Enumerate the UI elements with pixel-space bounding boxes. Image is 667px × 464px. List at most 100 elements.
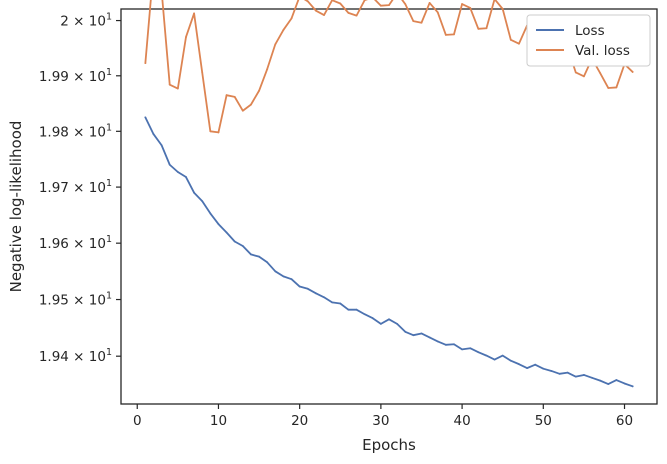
- data-point: [152, 133, 155, 135]
- data-point: [615, 86, 618, 89]
- data-point: [388, 4, 390, 7]
- data-point: [583, 374, 585, 376]
- data-point: [193, 12, 195, 15]
- x-tick-label: 60: [616, 413, 633, 429]
- data-point: [518, 363, 520, 366]
- data-point: [428, 336, 431, 339]
- data-point: [250, 253, 252, 256]
- data-point: [542, 367, 545, 370]
- data-point: [469, 6, 472, 9]
- x-axis-ticks: 0 10 20 30 40 50 60: [133, 404, 633, 429]
- data-point: [461, 348, 463, 351]
- data-point: [315, 9, 317, 12]
- data-point: [509, 38, 512, 41]
- x-tick-label: 40: [453, 413, 470, 429]
- data-point: [355, 14, 358, 17]
- data-point: [201, 200, 204, 202]
- legend-label-loss: Loss: [575, 23, 605, 39]
- legend: Loss Val. loss: [526, 14, 651, 67]
- data-point: [347, 308, 350, 311]
- data-point: [550, 370, 553, 372]
- data-point: [363, 0, 366, 2]
- data-point: [209, 212, 212, 215]
- data-point: [574, 71, 577, 74]
- data-point: [185, 176, 187, 178]
- data-point: [217, 223, 220, 225]
- data-point: [534, 363, 537, 366]
- data-point: [144, 116, 147, 119]
- data-point: [453, 343, 455, 346]
- data-point: [501, 354, 504, 357]
- data-point: [209, 130, 212, 133]
- data-point: [176, 87, 179, 90]
- y-axis-ticks: 1.94 × 101 1.95 × 101 1.96 × 101 1.97 × 101…: [39, 12, 121, 365]
- y-tick-label: 1.96 × 101: [39, 234, 112, 252]
- data-point: [274, 270, 277, 273]
- data-point: [623, 382, 626, 385]
- data-point: [404, 3, 407, 5]
- data-point: [453, 33, 455, 36]
- x-axis-label: Epochs: [362, 436, 416, 454]
- data-point: [485, 354, 488, 357]
- x-tick-label: 20: [291, 413, 308, 429]
- data-point: [485, 27, 488, 30]
- data-point: [323, 14, 325, 16]
- y-tick-label: 1.99 × 101: [39, 67, 112, 85]
- data-point: [469, 347, 472, 350]
- data-point: [176, 171, 179, 173]
- data-point: [436, 11, 439, 14]
- data-point: [160, 144, 163, 147]
- data-point: [436, 340, 439, 343]
- data-point: [233, 95, 236, 98]
- data-point: [599, 379, 602, 382]
- data-point: [241, 245, 244, 247]
- x-tick-label: 50: [535, 413, 552, 429]
- data-point: [258, 255, 260, 258]
- data-point: [217, 131, 220, 134]
- data-point: [574, 375, 577, 378]
- data-point: [599, 72, 602, 74]
- data-point: [168, 163, 171, 166]
- data-point: [306, 0, 309, 3]
- data-point: [566, 371, 569, 374]
- data-point: [526, 367, 528, 370]
- data-point: [258, 89, 260, 92]
- data-point: [355, 308, 358, 311]
- y-tick-label: 1.94 × 101: [39, 347, 112, 365]
- legend-label-val-loss: Val. loss: [575, 43, 630, 59]
- data-point: [241, 109, 244, 112]
- x-tick-label: 30: [372, 413, 389, 429]
- plot-frame: [120, 8, 658, 405]
- data-point: [518, 42, 520, 45]
- data-point: [339, 302, 342, 305]
- x-tick-label: 0: [133, 413, 142, 429]
- data-point: [420, 21, 423, 24]
- data-point: [371, 317, 374, 320]
- data-point: [282, 29, 285, 31]
- data-point: [615, 379, 618, 381]
- y-tick-label: 1.95 × 101: [39, 291, 112, 309]
- data-point: [461, 3, 463, 5]
- data-point: [477, 351, 480, 354]
- data-point: [347, 11, 350, 14]
- data-point: [266, 261, 269, 264]
- data-point: [339, 2, 342, 5]
- data-point: [420, 332, 423, 335]
- x-tick-label: 10: [210, 413, 227, 429]
- data-point: [477, 27, 480, 30]
- data-point: [379, 4, 382, 7]
- data-point: [306, 287, 309, 290]
- data-point: [315, 292, 317, 295]
- y-tick-label: 1.98 × 101: [39, 122, 112, 140]
- data-point: [266, 68, 269, 71]
- y-tick-label: 2 × 101: [60, 12, 112, 30]
- data-point: [193, 191, 195, 194]
- data-point: [282, 275, 285, 278]
- data-point: [558, 372, 561, 375]
- data-point: [144, 62, 147, 64]
- data-point: [428, 2, 431, 4]
- legend-frame: [526, 14, 651, 67]
- data-point: [493, 358, 496, 361]
- data-point: [323, 296, 325, 299]
